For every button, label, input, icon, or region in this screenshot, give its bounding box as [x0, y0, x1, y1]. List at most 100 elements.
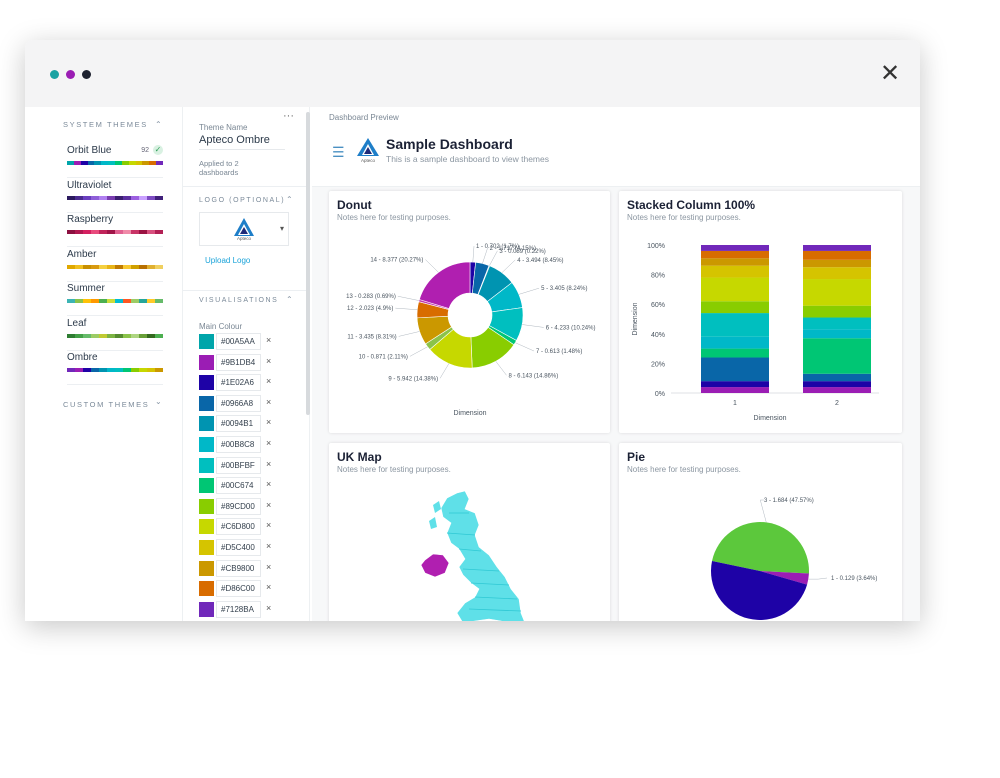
colour-hex-input[interactable]: #00C674: [216, 477, 261, 495]
stacked-bar-segment[interactable]: [803, 250, 871, 260]
stacked-bar-segment[interactable]: [701, 277, 769, 302]
logo-select[interactable]: Apteco ▾: [199, 212, 289, 246]
colour-swatch[interactable]: [199, 416, 214, 432]
system-themes-heading[interactable]: SYSTEM THEMES: [63, 120, 148, 129]
chevron-up-icon[interactable]: ⌃: [286, 195, 293, 204]
stacked-bar-segment[interactable]: [803, 245, 871, 251]
stacked-bar-segment[interactable]: [803, 267, 871, 280]
stacked-bar-segment[interactable]: [803, 373, 871, 382]
stacked-column-card[interactable]: Stacked Column 100% Notes here for testi…: [619, 191, 902, 433]
stacked-bar-segment[interactable]: [803, 317, 871, 330]
remove-colour-icon[interactable]: ×: [266, 520, 272, 531]
colour-swatch[interactable]: [199, 601, 214, 617]
stacked-bar-segment[interactable]: [701, 313, 769, 337]
stacked-bar-segment[interactable]: [803, 381, 871, 388]
close-icon[interactable]: ✕: [880, 60, 901, 87]
stacked-bar-segment[interactable]: [701, 348, 769, 358]
remove-colour-icon[interactable]: ×: [266, 561, 272, 572]
donut-card[interactable]: Donut Notes here for testing purposes. 1…: [329, 191, 610, 433]
remove-colour-icon[interactable]: ×: [266, 541, 272, 551]
colour-swatch[interactable]: [199, 581, 214, 597]
uk-map-card[interactable]: UK Map Notes here for testing purposes.: [329, 443, 610, 621]
menu-icon[interactable]: ☰: [332, 144, 345, 160]
stacked-bar-segment[interactable]: [701, 265, 769, 278]
chevron-up-icon[interactable]: ⌃: [286, 295, 293, 304]
donut-slice[interactable]: [418, 261, 471, 309]
remove-colour-icon[interactable]: ×: [266, 396, 272, 407]
colour-hex-input[interactable]: #9B1DB4: [216, 353, 261, 371]
dropdown-icon[interactable]: ▾: [279, 224, 284, 233]
colour-swatch[interactable]: [199, 457, 214, 473]
chevron-down-icon[interactable]: ⌄: [155, 397, 162, 406]
remove-colour-icon[interactable]: ×: [266, 376, 272, 387]
theme-item[interactable]: Summer: [67, 281, 163, 316]
colour-swatch[interactable]: [199, 354, 214, 370]
colour-hex-input[interactable]: #7128BA: [216, 600, 261, 618]
colour-hex-input[interactable]: #C6D800: [216, 518, 261, 536]
chevron-up-icon[interactable]: ⌃: [155, 120, 162, 129]
stacked-bar-segment[interactable]: [701, 301, 769, 314]
colour-hex-input[interactable]: #1E02A6: [216, 374, 261, 392]
colour-hex-input[interactable]: #89CD00: [216, 497, 261, 515]
stacked-bar-segment[interactable]: [701, 250, 769, 259]
colour-hex-input[interactable]: #CB9800: [216, 559, 261, 577]
remove-colour-icon[interactable]: ×: [266, 417, 272, 428]
colour-swatch[interactable]: [199, 395, 214, 411]
more-icon[interactable]: ···: [283, 110, 294, 122]
colour-hex-input[interactable]: #D5C400: [216, 539, 261, 556]
colour-swatch[interactable]: [199, 498, 214, 514]
theme-item[interactable]: Orbit Blue 92 ✓: [67, 143, 164, 178]
stacked-bar-segment[interactable]: [803, 338, 871, 374]
colour-hex-input[interactable]: #D86C00: [216, 580, 261, 598]
stacked-bar-segment[interactable]: [803, 259, 871, 268]
editor-scrollbar[interactable]: [306, 112, 310, 415]
theme-item[interactable]: Ombre: [67, 350, 163, 385]
remove-colour-icon[interactable]: ×: [266, 335, 272, 345]
colour-swatch[interactable]: [199, 540, 214, 555]
stacked-bar-segment[interactable]: [803, 279, 871, 306]
colour-hex-input[interactable]: #0094B1: [216, 415, 261, 433]
theme-item[interactable]: Ultraviolet: [67, 178, 163, 213]
northern-ireland-shape: [420, 553, 450, 578]
pie-card[interactable]: Pie Notes here for testing purposes. 3 -…: [619, 443, 902, 621]
upload-logo-link[interactable]: Upload Logo: [205, 256, 251, 265]
stacked-bar-segment[interactable]: [701, 387, 769, 393]
remove-colour-icon[interactable]: ×: [266, 602, 272, 613]
colour-swatch[interactable]: [199, 519, 214, 535]
colour-hex-input[interactable]: #00A5AA: [216, 333, 261, 350]
pie-slice[interactable]: [760, 571, 809, 585]
stacked-bar-segment[interactable]: [701, 357, 769, 382]
stacked-bar-segment[interactable]: [701, 245, 769, 251]
stacked-bar-segment[interactable]: [803, 387, 871, 393]
theme-item[interactable]: Raspberry: [67, 212, 163, 247]
theme-item[interactable]: Leaf: [67, 316, 163, 351]
pie-slice[interactable]: [712, 522, 809, 574]
colour-swatch[interactable]: [199, 437, 214, 452]
theme-colour-chip: [101, 161, 109, 165]
stacked-bar-segment[interactable]: [803, 329, 871, 339]
stacked-bar-segment[interactable]: [701, 336, 769, 349]
colour-swatch[interactable]: [199, 334, 214, 349]
colour-swatch[interactable]: [199, 478, 214, 494]
remove-colour-icon[interactable]: ×: [266, 355, 272, 366]
x-axis-label: Dimension: [753, 415, 786, 422]
remove-colour-icon[interactable]: ×: [266, 499, 272, 510]
remove-colour-icon[interactable]: ×: [266, 458, 272, 469]
colour-swatch[interactable]: [199, 560, 214, 576]
stacked-bar-segment[interactable]: [803, 305, 871, 318]
theme-item[interactable]: Amber: [67, 247, 163, 282]
stacked-bar-segment[interactable]: [701, 258, 769, 266]
custom-themes-heading[interactable]: CUSTOM THEMES: [63, 400, 150, 409]
colour-hex-input[interactable]: #00BFBF: [216, 456, 261, 474]
y-axis-label: Dimension: [632, 302, 639, 335]
theme-colour-chip: [107, 368, 115, 372]
colour-swatch[interactable]: [199, 375, 214, 391]
remove-colour-icon[interactable]: ×: [266, 582, 272, 593]
remove-colour-icon[interactable]: ×: [266, 438, 272, 448]
pie-slice[interactable]: [711, 561, 808, 620]
remove-colour-icon[interactable]: ×: [266, 479, 272, 490]
colour-hex-input[interactable]: #0966A8: [216, 394, 261, 412]
theme-name-input[interactable]: Apteco Ombre: [199, 134, 285, 150]
stacked-bar-segment[interactable]: [701, 381, 769, 388]
colour-hex-input[interactable]: #00B8C8: [216, 436, 261, 453]
